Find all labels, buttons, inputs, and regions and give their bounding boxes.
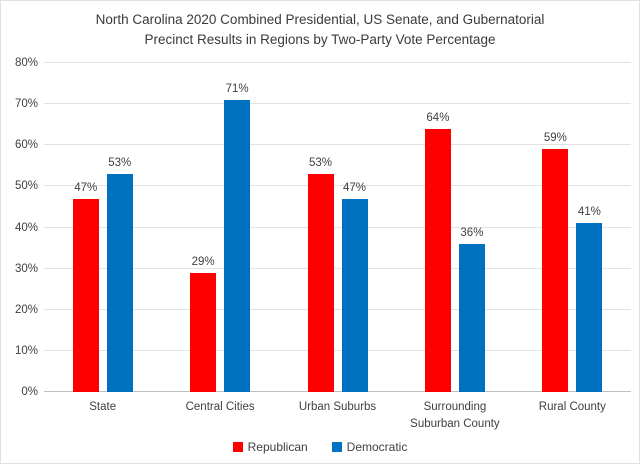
legend-label-republican: Republican xyxy=(247,440,308,454)
gridline xyxy=(44,144,631,146)
bar-value-label: 53% xyxy=(309,157,333,170)
bar-republican-urban-suburbs: 53% xyxy=(307,157,334,392)
bar-democratic-surrounding-suburban-county: 36% xyxy=(458,227,485,392)
legend-item-republican: Republican xyxy=(232,440,308,454)
legend-item-democratic: Democratic xyxy=(331,440,408,454)
chart-title: North Carolina 2020 Combined Presidentia… xyxy=(1,10,639,51)
gridline xyxy=(44,349,631,351)
x-category-label-surrounding-suburban-county: Surrounding Suburban County xyxy=(410,401,500,430)
bar-group-state: 47% 53% xyxy=(44,63,161,392)
legend: Republican Democratic xyxy=(1,440,639,454)
bar-value-label: 59% xyxy=(543,132,567,145)
bar-republican-rural-county: 59% xyxy=(542,132,569,392)
y-tick-label: 0% xyxy=(21,386,38,398)
x-category-label-rural-county: Rural County xyxy=(538,401,606,413)
y-axis: 0% 10% 20% 30% 40% 50% 60% 70% 80% xyxy=(1,57,38,398)
bar-democratic-central-cities: 71% xyxy=(224,83,251,392)
bar-value-label: 71% xyxy=(225,83,249,96)
y-tick-label: 60% xyxy=(14,139,38,152)
y-tick-label: 30% xyxy=(14,262,38,275)
gridline xyxy=(44,267,631,269)
bar-value-label: 36% xyxy=(460,226,484,239)
gridline xyxy=(44,62,631,63)
bar-value-label: 47% xyxy=(74,181,98,194)
x-axis-line xyxy=(44,391,631,392)
bar-value-label: 64% xyxy=(426,111,450,124)
x-axis: State Central Cities Urban Suburbs Surround… xyxy=(44,399,631,432)
y-tick-label: 70% xyxy=(14,98,38,111)
chart-title-line-2: Precinct Results in Regions by Two-Party… xyxy=(144,32,496,48)
bar-democratic-rural-county: 41% xyxy=(576,206,603,392)
legend-label-democratic: Democratic xyxy=(346,440,408,454)
bar-value-label: 47% xyxy=(343,181,367,194)
x-category-label-state: State xyxy=(89,401,117,413)
plot-area: 47% 53% 29% 71% 53% 47% 64% 36% 59% 41% xyxy=(44,62,631,392)
bar-group-surrounding-suburban-county: 64% 36% xyxy=(396,63,513,392)
gridline xyxy=(44,226,631,228)
x-category-label-central-cities: Central Cities xyxy=(185,401,255,413)
y-tick-label: 80% xyxy=(14,57,38,69)
bar-group-rural-county: 59% 41% xyxy=(514,63,631,392)
bar-value-label: 29% xyxy=(191,255,215,268)
bar-slots: 47% 53% 29% 71% 53% 47% 64% 36% 59% 41% xyxy=(44,63,631,392)
bar-value-label: 41% xyxy=(577,206,601,219)
republican-swatch-icon xyxy=(232,442,243,452)
bar-group-urban-suburbs: 53% 47% xyxy=(279,63,396,392)
y-tick-label: 10% xyxy=(14,344,38,357)
bar-republican-state: 47% xyxy=(72,182,99,392)
bar-democratic-state: 53% xyxy=(106,157,133,392)
x-category-label-urban-suburbs: Urban Suburbs xyxy=(298,401,377,413)
gridline xyxy=(44,103,631,105)
y-tick-label: 40% xyxy=(14,221,38,234)
y-tick-label: 50% xyxy=(14,180,38,193)
bar-republican-central-cities: 29% xyxy=(190,256,217,392)
gridline xyxy=(44,185,631,187)
gridline xyxy=(44,308,631,310)
bar-democratic-urban-suburbs: 47% xyxy=(341,182,368,392)
bar-republican-surrounding-suburban-county: 64% xyxy=(424,112,451,392)
bar-value-label: 53% xyxy=(108,157,132,170)
chart-title-line-1: North Carolina 2020 Combined Presidentia… xyxy=(95,12,545,27)
democratic-swatch-icon xyxy=(331,442,342,452)
y-tick-label: 20% xyxy=(14,303,38,316)
bar-group-central-cities: 29% 71% xyxy=(161,63,278,392)
